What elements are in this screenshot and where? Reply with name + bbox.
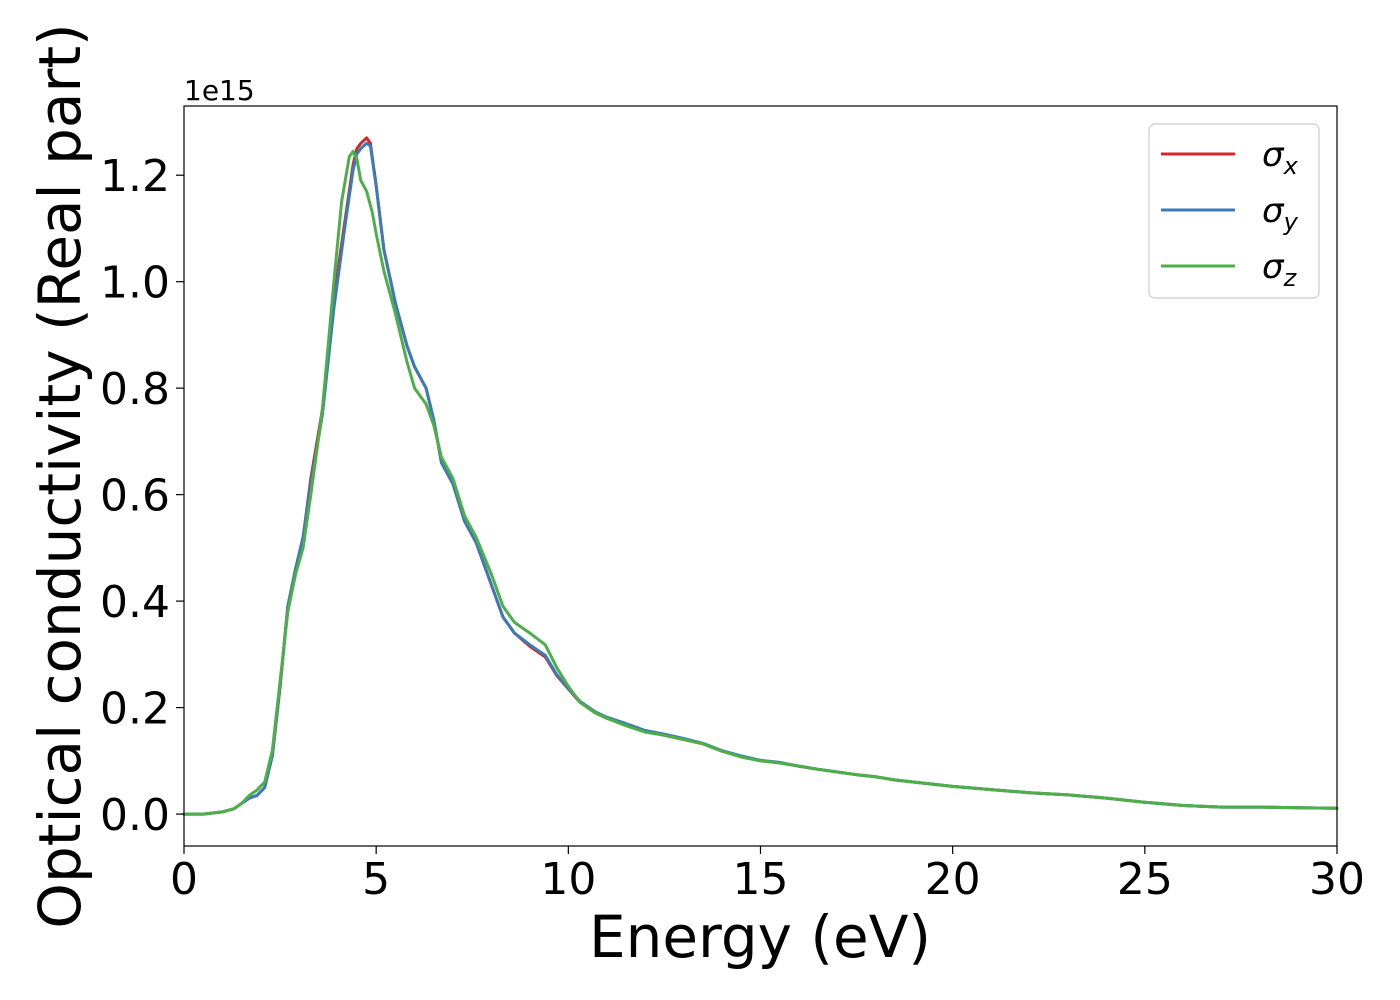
y-tick-label: 0.2 <box>100 684 170 735</box>
y-tick-label: 1.0 <box>100 258 170 309</box>
x-tick-label: 20 <box>925 854 981 905</box>
legend: σx σy σz <box>1148 123 1320 299</box>
y-tick-label: 0.8 <box>100 364 170 415</box>
y-offset-text: 1e15 <box>184 74 255 107</box>
x-axis-ticks: 0 5 10 15 20 25 30 <box>170 846 1365 905</box>
series-line-z <box>182 149 1339 816</box>
y-axis-label: Optical conductivity (Real part) <box>26 23 94 928</box>
x-tick-label: 10 <box>540 854 596 905</box>
x-tick-label: 5 <box>362 854 390 905</box>
y-tick-label: 0.6 <box>100 471 170 522</box>
legend-entries: σx σy σz <box>1161 135 1299 292</box>
x-tick-label: 15 <box>733 854 789 905</box>
series-layer <box>182 136 1339 816</box>
x-tick-label: 30 <box>1309 854 1365 905</box>
x-tick-label: 25 <box>1117 854 1173 905</box>
x-axis-label: Energy (eV) <box>589 903 931 971</box>
y-tick-label: 0.4 <box>100 577 170 628</box>
x-tick-label: 0 <box>170 854 198 905</box>
legend-label-x: σx <box>1262 135 1299 180</box>
legend-label-y: σy <box>1262 191 1299 236</box>
y-tick-label: 1.2 <box>100 151 170 202</box>
y-tick-label: 0.0 <box>100 790 170 841</box>
legend-label-z: σz <box>1262 247 1298 292</box>
y-axis-ticks: 0.0 0.2 0.4 0.6 0.8 1.0 1.2 <box>100 151 184 841</box>
